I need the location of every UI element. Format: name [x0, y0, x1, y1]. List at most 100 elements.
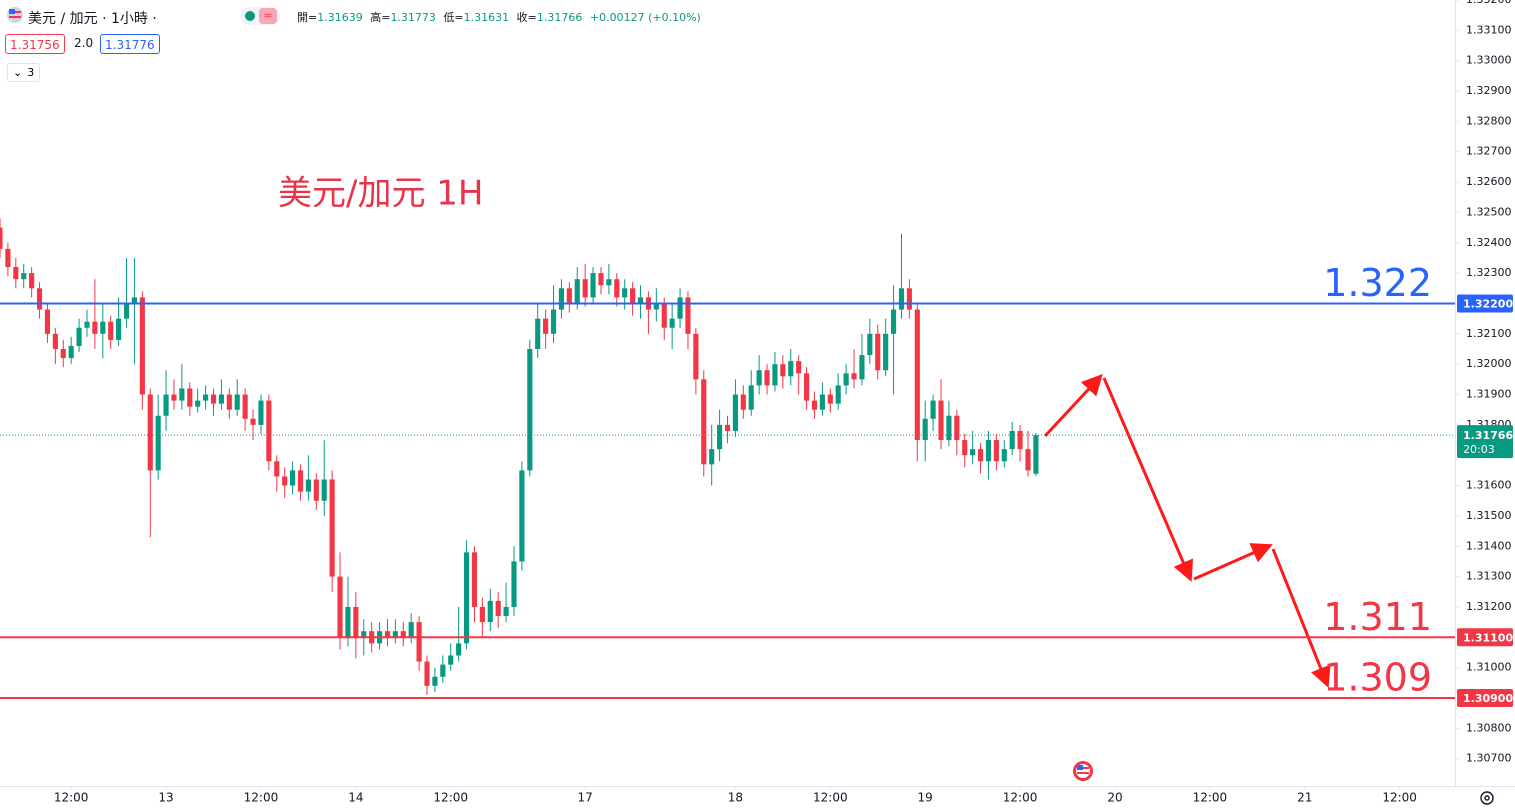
symbol-title[interactable]: 美元 / 加元 · 1小時 · [28, 11, 157, 27]
candle-body [788, 361, 794, 377]
candle-body [661, 303, 667, 328]
candle-body [250, 418, 256, 425]
candle-body [804, 373, 810, 401]
candle-body [139, 297, 145, 395]
indicators-toggle[interactable]: ⌄ 3 [7, 63, 41, 82]
candle-body [195, 400, 201, 407]
ohlc-value: 1.31631 [463, 11, 510, 24]
x-tick-label: 12:00 [433, 791, 468, 805]
y-tick-label: 1.32300 [1466, 266, 1512, 279]
y-tick-label: 1.31300 [1466, 570, 1512, 583]
change: +0.00127 (+0.10%) [589, 11, 701, 24]
y-tick-label: 1.31900 [1466, 388, 1512, 401]
candle-body [432, 676, 438, 686]
candle-body [993, 440, 999, 462]
candle-body [535, 318, 541, 349]
candle-body [321, 479, 327, 501]
candle-body [68, 345, 74, 359]
y-tick-label: 1.32500 [1466, 205, 1512, 218]
symbol-logo [6, 6, 26, 26]
y-tick-label: 1.32800 [1466, 114, 1512, 127]
candle-body [883, 333, 889, 371]
level-axis-label: 1.31100 [1463, 631, 1513, 644]
candle-body [495, 600, 501, 617]
countdown-label: 20:03 [1463, 443, 1495, 456]
ohlc-label: 開= [297, 11, 318, 24]
y-tick-label: 1.33000 [1466, 54, 1512, 67]
candle-body [724, 424, 731, 431]
candle-body [1001, 449, 1007, 462]
last-price-label: 1.31766 [1463, 429, 1513, 442]
candle-body [226, 394, 232, 410]
candle-body [456, 643, 462, 656]
candle-body [717, 424, 723, 450]
candle-body [598, 273, 604, 286]
candle-body [440, 664, 446, 677]
y-tick-label: 1.33100 [1466, 23, 1512, 36]
candle-body [408, 622, 414, 638]
level-axis-box [1457, 294, 1513, 313]
ask-button[interactable]: 1.31776 [100, 34, 160, 54]
level-annotation: 1.322 [1323, 261, 1432, 305]
candle-body [400, 631, 406, 638]
ohlc-label: 低= [443, 11, 464, 24]
candle-body [740, 394, 746, 410]
ohlc-label: 高= [370, 11, 391, 24]
level-axis-label: 1.30900 [1463, 692, 1513, 705]
candle-body [543, 318, 549, 334]
candle-body [163, 394, 169, 416]
candle-body [329, 479, 335, 577]
level-annotation: 1.311 [1323, 595, 1432, 639]
ohlc-value: 1.31639 [317, 11, 363, 24]
candle-body [13, 267, 19, 280]
candle-body [76, 327, 82, 346]
ohlc-value: 1.31773 [390, 11, 436, 24]
candle-body [566, 288, 572, 304]
candle-body [558, 288, 565, 310]
arrow [1193, 543, 1273, 581]
y-tick-label: 1.31400 [1466, 539, 1512, 552]
candle-body [361, 631, 367, 638]
y-tick-label: 1.31200 [1466, 600, 1512, 613]
bid-button[interactable]: 1.31756 [5, 34, 65, 54]
candle-body [622, 288, 628, 298]
candle-body [527, 348, 533, 471]
last-price-box [1457, 425, 1513, 459]
candle-body [1025, 449, 1031, 471]
event-flag[interactable] [1073, 761, 1093, 781]
candle-body [614, 279, 620, 298]
y-tick-label: 1.31600 [1466, 479, 1512, 492]
candle-body [709, 449, 715, 465]
settings-icon[interactable] [1480, 791, 1494, 805]
status-pill[interactable]: ≈ [240, 7, 280, 25]
candle-body [843, 373, 849, 386]
candles [0, 218, 1039, 695]
candle-body [471, 552, 478, 607]
candle-body [92, 321, 98, 334]
candle-body [266, 400, 272, 462]
candle-body [653, 303, 659, 310]
candle-body [487, 600, 493, 623]
ohlc-label: 收= [516, 11, 537, 24]
candle-body [930, 400, 936, 419]
candle-body [29, 273, 35, 289]
candle-body [701, 379, 707, 465]
candle-body [582, 279, 588, 298]
y-tick-label: 1.30700 [1466, 752, 1512, 765]
candle-body [218, 394, 224, 404]
candle-body [21, 273, 27, 280]
indicators-count: 3 [27, 66, 35, 79]
candle-body [353, 606, 359, 638]
candle-body [859, 355, 865, 380]
candle-body [392, 631, 398, 638]
level-axis-label: 1.32200 [1463, 297, 1513, 310]
candle-body [954, 415, 960, 441]
candle-body [424, 661, 430, 686]
candle-body [448, 655, 454, 665]
candle-body [511, 561, 517, 607]
candle-body [519, 470, 525, 562]
x-tick-label: 20 [1107, 791, 1122, 805]
candle-body [155, 415, 161, 471]
